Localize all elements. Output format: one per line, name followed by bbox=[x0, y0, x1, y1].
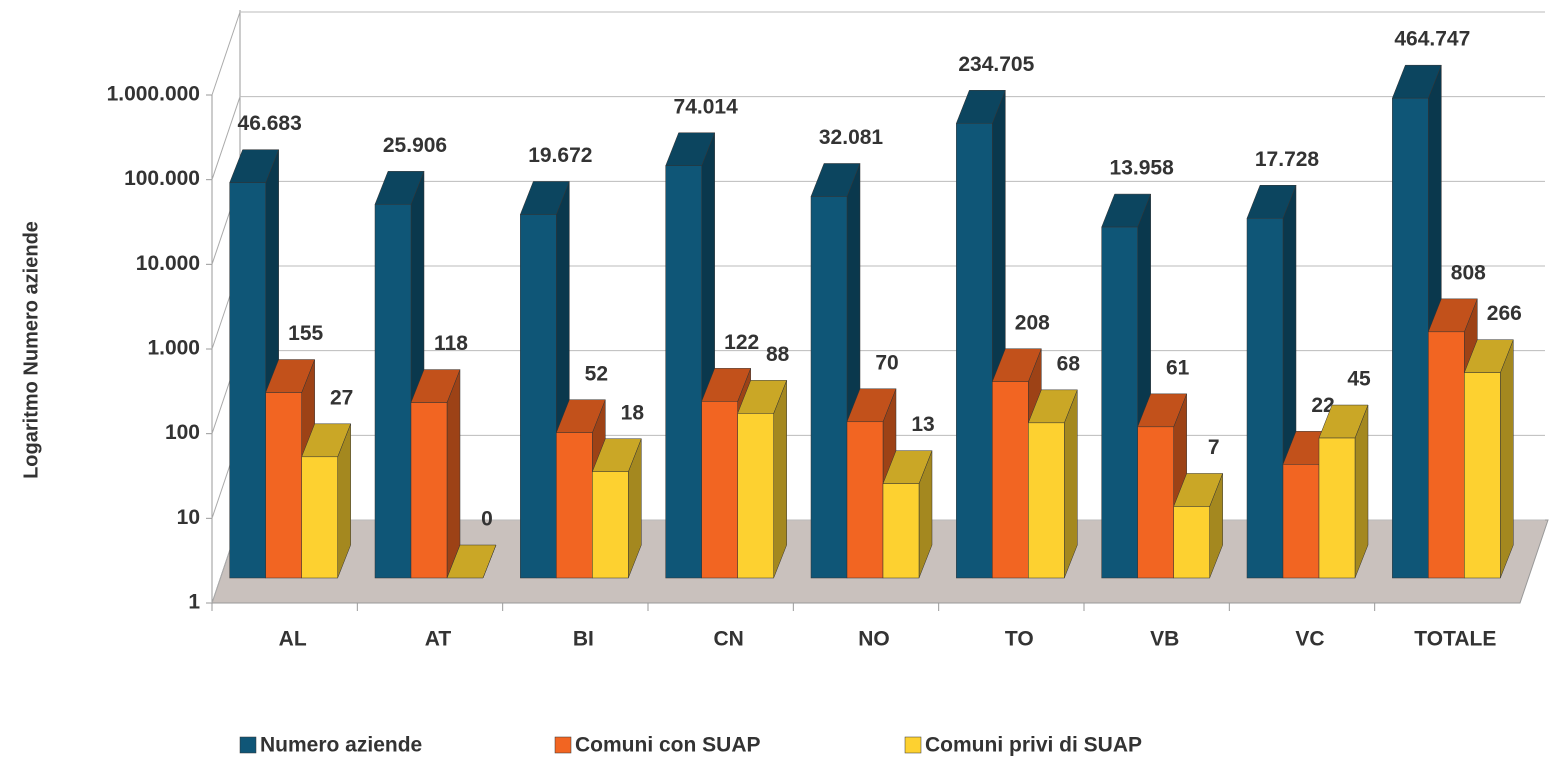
bar bbox=[992, 381, 1029, 579]
x-tick-label: VC bbox=[1295, 628, 1324, 651]
data-label: 88 bbox=[766, 343, 790, 366]
bar bbox=[1173, 506, 1210, 579]
x-tick-label: NO bbox=[858, 628, 890, 651]
y-tick-label: 10.000 bbox=[136, 252, 200, 275]
bar-group bbox=[591, 438, 642, 579]
data-label: 808 bbox=[1451, 261, 1486, 284]
bar bbox=[1137, 426, 1174, 579]
x-tick-label: TO bbox=[1005, 628, 1034, 651]
data-label: 155 bbox=[288, 322, 323, 345]
data-label: 52 bbox=[585, 362, 608, 385]
legend-swatch bbox=[239, 736, 257, 754]
y-tick-label: 100.000 bbox=[124, 167, 200, 190]
bar bbox=[229, 182, 266, 579]
legend-swatch bbox=[904, 736, 922, 754]
data-label: 7 bbox=[1208, 436, 1220, 459]
bar-side bbox=[1500, 339, 1514, 579]
data-label: 118 bbox=[434, 332, 468, 355]
legend-label: Comuni privi di SUAP bbox=[925, 734, 1142, 757]
y-tick-label: 100 bbox=[165, 421, 200, 444]
legend-label: Comuni con SUAP bbox=[575, 734, 761, 757]
data-label: 22 bbox=[1311, 394, 1334, 417]
data-label: 13.958 bbox=[1110, 157, 1175, 180]
x-tick-label: BI bbox=[573, 628, 594, 651]
x-tick-label: AL bbox=[279, 628, 307, 651]
bar bbox=[592, 471, 629, 579]
data-label: 70 bbox=[875, 351, 898, 374]
data-label: 266 bbox=[1487, 302, 1522, 325]
bar-side bbox=[446, 369, 461, 579]
bar-group bbox=[301, 423, 352, 579]
bar-group bbox=[229, 149, 280, 579]
legend-swatch bbox=[554, 736, 572, 754]
grid-line bbox=[211, 11, 241, 96]
bar bbox=[556, 432, 593, 579]
x-tick-label: VB bbox=[1150, 628, 1179, 651]
bar bbox=[846, 421, 884, 579]
data-label: 27 bbox=[330, 386, 353, 409]
bar bbox=[882, 483, 920, 579]
data-label: 13 bbox=[911, 413, 934, 436]
data-label: 61 bbox=[1166, 356, 1190, 379]
bar-side bbox=[773, 380, 787, 579]
bar bbox=[1101, 226, 1138, 579]
bar bbox=[265, 392, 302, 579]
bar-group bbox=[1173, 473, 1224, 579]
bar bbox=[374, 204, 412, 579]
data-label: 19.672 bbox=[528, 144, 592, 167]
data-label: 32.081 bbox=[819, 126, 884, 149]
bar bbox=[1246, 218, 1284, 579]
data-label: 464.747 bbox=[1394, 28, 1470, 51]
data-label: 68 bbox=[1057, 352, 1081, 375]
data-label: 17.728 bbox=[1255, 148, 1320, 171]
bar bbox=[956, 123, 993, 579]
bar bbox=[737, 413, 774, 579]
y-tick-label: 1.000.000 bbox=[107, 83, 200, 106]
bar bbox=[701, 401, 738, 579]
x-tick-label: AT bbox=[425, 628, 452, 651]
data-label: 74.014 bbox=[674, 95, 739, 118]
x-tick-label: TOTALE bbox=[1414, 628, 1496, 651]
data-label: 0 bbox=[481, 508, 493, 531]
bar-group bbox=[1318, 404, 1369, 579]
bar bbox=[1318, 437, 1356, 579]
bar bbox=[1428, 331, 1465, 579]
bar bbox=[301, 456, 338, 579]
y-axis-label: Logaritmo Numero aziende bbox=[20, 221, 42, 479]
legend-label: Numero aziende bbox=[260, 734, 422, 757]
data-label: 234.705 bbox=[958, 53, 1034, 76]
bar bbox=[810, 196, 848, 579]
y-tick-label: 10 bbox=[177, 506, 200, 529]
data-label: 122 bbox=[724, 331, 759, 354]
y-tick-label: 1.000 bbox=[147, 337, 200, 360]
bar bbox=[1028, 422, 1065, 579]
data-label: 208 bbox=[1015, 311, 1050, 334]
bar-group bbox=[1463, 339, 1514, 579]
data-label: 46.683 bbox=[238, 112, 302, 135]
y-tick-label: 1 bbox=[188, 591, 200, 614]
bar bbox=[410, 402, 448, 579]
data-label: 18 bbox=[621, 401, 645, 424]
bar bbox=[665, 165, 702, 579]
bar-group bbox=[1027, 389, 1078, 579]
bar-group bbox=[882, 450, 933, 579]
data-label: 45 bbox=[1347, 368, 1371, 391]
bar-group bbox=[519, 181, 570, 579]
bar-group bbox=[737, 380, 788, 579]
grid-line bbox=[211, 96, 241, 180]
data-label: 25.906 bbox=[383, 134, 447, 157]
bar bbox=[1464, 372, 1501, 579]
x-tick-label: CN bbox=[713, 628, 743, 651]
bar-group bbox=[446, 544, 497, 579]
bar bbox=[520, 214, 557, 579]
bar-group bbox=[410, 369, 461, 579]
bar-top bbox=[446, 544, 497, 579]
bar bbox=[1282, 464, 1320, 579]
bar bbox=[1392, 97, 1429, 579]
